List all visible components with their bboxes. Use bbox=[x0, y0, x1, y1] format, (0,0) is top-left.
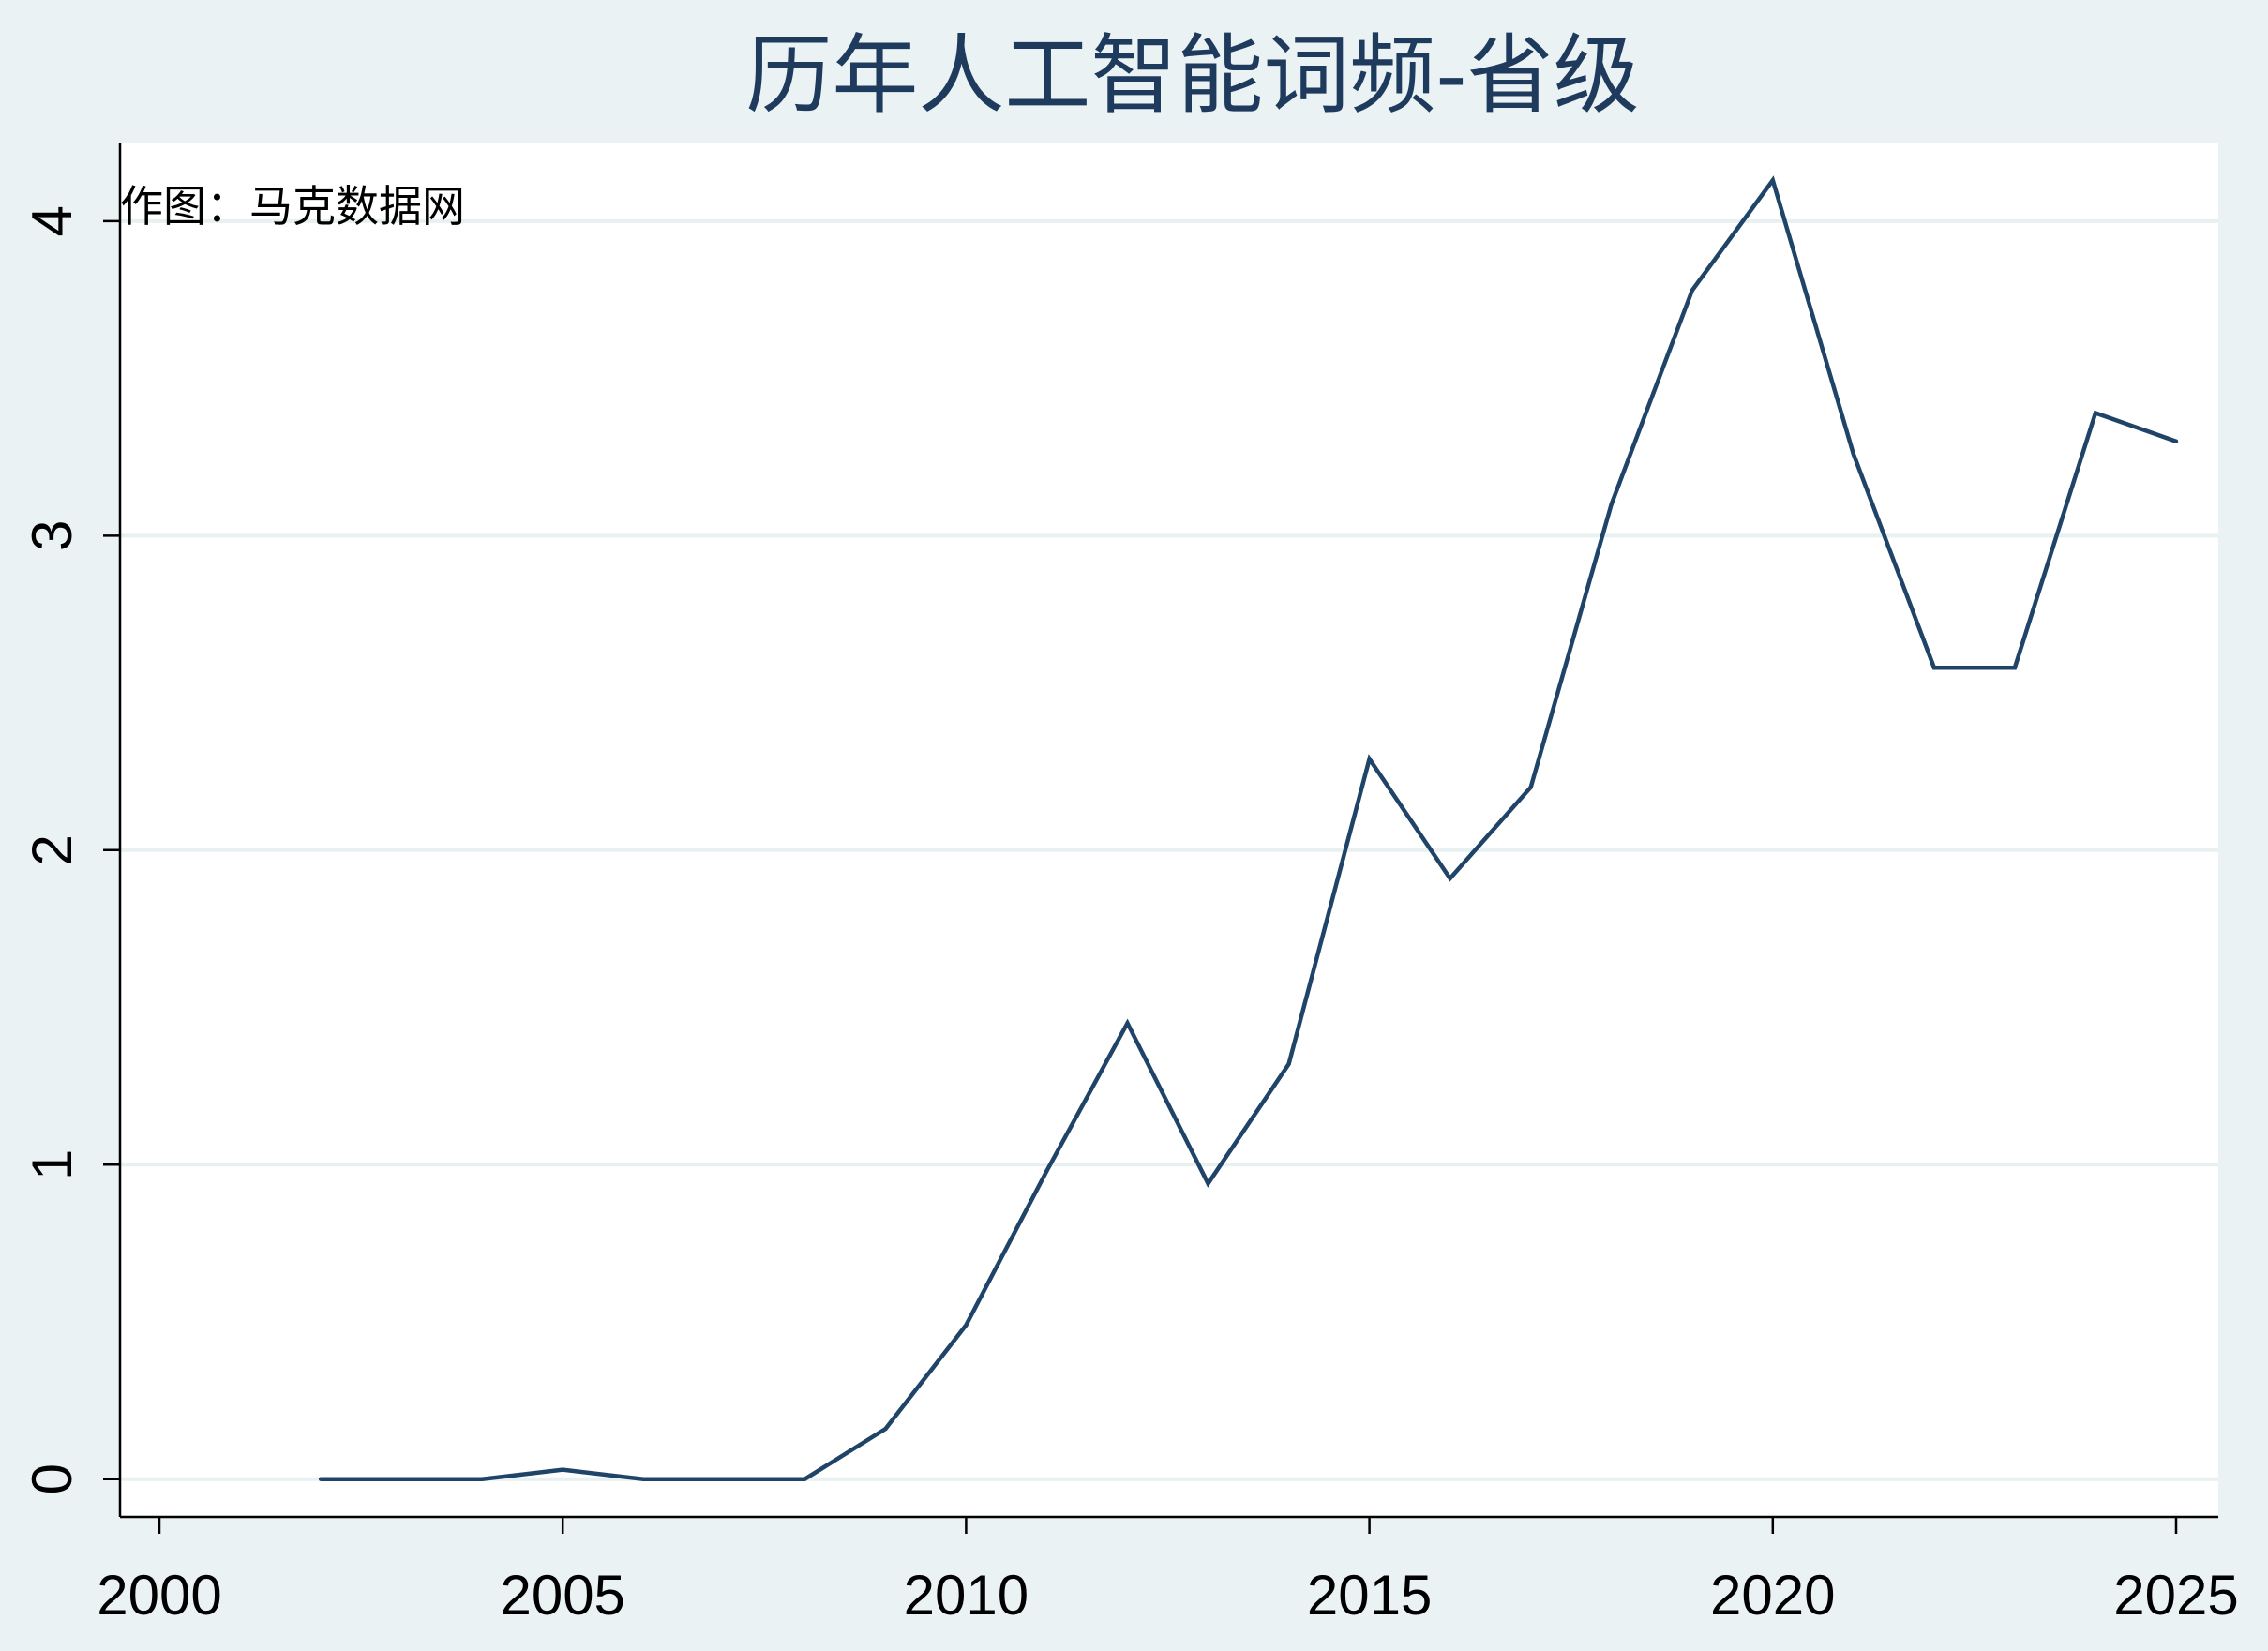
plot-area bbox=[120, 143, 2218, 1517]
data-point bbox=[803, 1477, 807, 1481]
x-tick-label: 2025 bbox=[2113, 1564, 2238, 1627]
series-layer bbox=[318, 175, 2179, 1481]
series-line bbox=[321, 175, 2177, 1481]
data-point bbox=[1125, 1021, 1130, 1026]
data-point bbox=[398, 1477, 404, 1481]
x-tick-label: 2005 bbox=[500, 1564, 624, 1627]
y-tick-label: 0 bbox=[21, 1463, 83, 1494]
data-point bbox=[641, 1477, 646, 1481]
chart-annotation: 作图：马克数据网 bbox=[120, 181, 465, 232]
y-tick-label: 3 bbox=[21, 520, 83, 551]
data-point bbox=[1609, 502, 1614, 506]
data-point bbox=[722, 1477, 727, 1481]
x-tick-label: 2000 bbox=[97, 1564, 221, 1627]
data-point bbox=[318, 1477, 323, 1481]
data-point bbox=[1367, 757, 1372, 761]
data-point bbox=[883, 1426, 888, 1432]
data-point bbox=[480, 1477, 485, 1481]
data-point bbox=[1206, 1181, 1210, 1186]
data-point bbox=[2173, 439, 2179, 443]
axes bbox=[118, 143, 2218, 1519]
data-point bbox=[1770, 178, 1776, 183]
data-point bbox=[1286, 1061, 1291, 1067]
y-tick-label: 1 bbox=[21, 1149, 83, 1180]
y-tick-label: 2 bbox=[21, 834, 83, 865]
x-tick-label: 2015 bbox=[1307, 1564, 1432, 1627]
chart-title: 历年人工智能词频-省级 bbox=[745, 25, 1639, 126]
data-point bbox=[964, 1323, 969, 1328]
data-point bbox=[1690, 288, 1695, 293]
x-tick-label: 2010 bbox=[904, 1564, 1029, 1627]
data-point bbox=[1044, 1168, 1049, 1174]
data-point bbox=[2012, 666, 2018, 670]
data-point bbox=[561, 1467, 565, 1472]
data-point bbox=[1851, 451, 1856, 457]
data-point bbox=[1448, 876, 1452, 881]
tick-marks: 0 1 2 3 4 2000 2005 2010 2015 2020 2025 bbox=[21, 205, 2239, 1627]
x-tick-label: 2020 bbox=[1710, 1564, 1835, 1627]
data-point bbox=[2093, 411, 2098, 415]
data-point bbox=[1931, 666, 1937, 670]
data-point bbox=[1528, 785, 1533, 789]
y-tick-label: 4 bbox=[21, 205, 83, 236]
